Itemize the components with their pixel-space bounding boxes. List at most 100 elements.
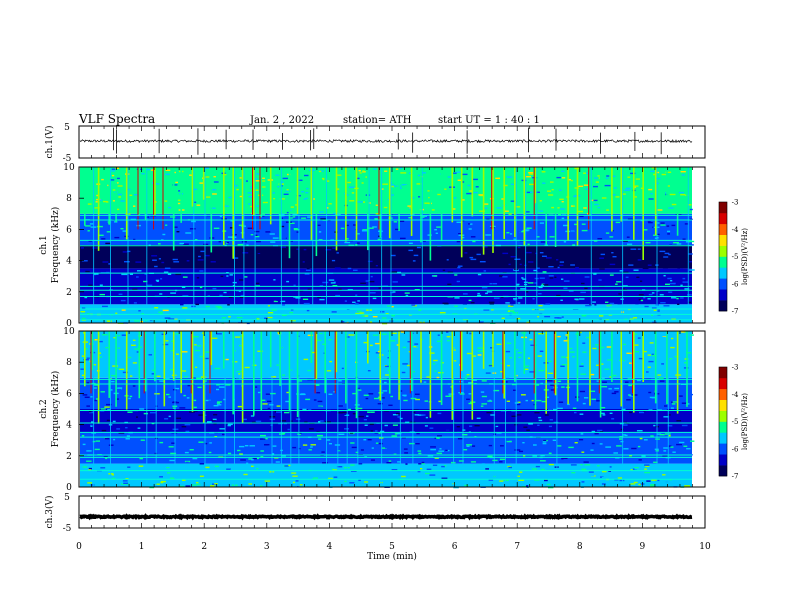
spectral-speckle xyxy=(369,423,374,425)
spectral-speckle xyxy=(476,417,481,419)
spectral-speckle xyxy=(689,261,692,263)
spectral-speckle xyxy=(542,264,547,266)
spectral-speckle xyxy=(651,353,654,356)
spectral-speckle xyxy=(508,213,512,215)
spectral-speckle xyxy=(392,414,399,416)
spectral-speckle xyxy=(291,205,298,208)
spectral-speckle xyxy=(92,364,96,366)
spectral-speckle xyxy=(286,280,290,283)
spectral-speckle xyxy=(302,261,305,263)
spectral-speckle xyxy=(214,367,221,370)
spectral-speckle xyxy=(538,308,545,311)
spectral-speckle xyxy=(589,395,595,397)
spectral-speckle xyxy=(466,398,470,400)
spectral-speckle xyxy=(660,302,666,304)
spectral-speckle xyxy=(469,256,474,259)
spectral-speckle xyxy=(456,221,462,223)
spectral-speckle xyxy=(601,378,605,380)
spectral-speckle xyxy=(619,479,625,482)
spectral-speckle xyxy=(662,266,668,269)
spectral-speckle xyxy=(682,178,686,181)
spectral-speckle xyxy=(216,170,220,172)
spectral-speckle xyxy=(337,218,343,220)
spectral-speckle xyxy=(556,335,561,338)
spectral-speckle xyxy=(504,265,511,267)
spectral-speckle xyxy=(328,444,331,447)
spectral-speckle xyxy=(325,370,332,372)
spectral-speckle xyxy=(104,438,110,440)
spectral-speckle xyxy=(394,279,397,281)
spectral-speckle xyxy=(593,185,598,188)
spectral-speckle xyxy=(611,175,616,177)
spectral-speckle xyxy=(668,207,674,209)
spectral-speckle xyxy=(340,449,343,452)
spectral-speckle xyxy=(611,305,617,307)
spectral-speckle xyxy=(595,344,601,346)
spectral-speckle xyxy=(611,418,615,420)
sferic-streak xyxy=(204,331,206,487)
spectral-speckle xyxy=(255,235,260,238)
spectral-speckle xyxy=(514,449,521,451)
spectral-speckle xyxy=(489,303,495,305)
spectral-speckle xyxy=(90,424,93,426)
spectral-speckle xyxy=(197,259,204,261)
spectral-speckle xyxy=(280,225,285,228)
spectral-speckle xyxy=(118,307,122,309)
spectral-speckle xyxy=(463,293,468,295)
spectral-speckle xyxy=(327,234,333,236)
spectral-speckle xyxy=(381,317,387,319)
spectral-speckle xyxy=(483,184,489,186)
sferic-streak xyxy=(296,331,299,417)
spectral-speckle xyxy=(281,398,288,400)
sferic-streak xyxy=(390,167,392,323)
x-tick-label: 6 xyxy=(452,542,458,552)
spectral-speckle xyxy=(194,344,197,346)
spectral-speckle xyxy=(377,350,381,353)
spectral-speckle xyxy=(371,447,374,449)
spectral-speckle xyxy=(418,276,422,278)
spectral-speckle xyxy=(529,371,535,373)
spectral-speckle xyxy=(163,484,168,486)
spectral-speckle xyxy=(199,286,203,289)
spectral-speckle xyxy=(676,297,679,300)
spectral-speckle xyxy=(581,411,587,414)
spectral-speckle xyxy=(130,211,133,214)
spectral-speckle xyxy=(251,459,254,461)
spectral-speckle xyxy=(101,238,106,240)
colorbar-tick-label: -4 xyxy=(732,226,739,234)
spectral-speckle xyxy=(248,196,255,198)
spectral-speckle xyxy=(307,288,312,291)
spectral-speckle xyxy=(599,257,605,259)
spectral-speckle xyxy=(136,306,142,308)
spectral-speckle xyxy=(277,362,281,364)
sferic-streak xyxy=(567,167,569,241)
spectral-speckle xyxy=(493,389,500,392)
sferic-streak xyxy=(523,331,526,374)
spectral-speckle xyxy=(647,264,652,266)
spectral-speckle xyxy=(317,296,321,298)
y-axis-label: ch.1(V) xyxy=(44,126,55,159)
sferic-streak xyxy=(260,331,263,411)
spectral-speckle xyxy=(580,460,584,462)
spectral-speckle xyxy=(246,451,253,453)
spectral-speckle xyxy=(262,201,268,204)
spectral-speckle xyxy=(584,287,588,290)
spectral-speckle xyxy=(540,203,545,206)
spectral-speckle xyxy=(169,477,174,479)
spectral-speckle xyxy=(331,353,337,356)
spectral-speckle xyxy=(289,209,292,212)
spectral-speckle xyxy=(369,292,376,294)
spectral-speckle xyxy=(590,373,595,376)
spectral-speckle xyxy=(639,411,645,414)
spectral-speckle xyxy=(113,438,116,441)
spectral-speckle xyxy=(131,344,136,346)
spectral-speckle xyxy=(308,261,315,263)
spectral-speckle xyxy=(88,335,92,337)
spectral-speckle xyxy=(164,200,168,202)
spectral-speckle xyxy=(602,414,606,416)
spectral-speckle xyxy=(591,430,596,433)
spectral-speckle xyxy=(564,182,567,184)
spectral-speckle xyxy=(275,461,280,463)
spectral-speckle xyxy=(315,293,319,295)
spectral-speckle xyxy=(559,264,564,266)
